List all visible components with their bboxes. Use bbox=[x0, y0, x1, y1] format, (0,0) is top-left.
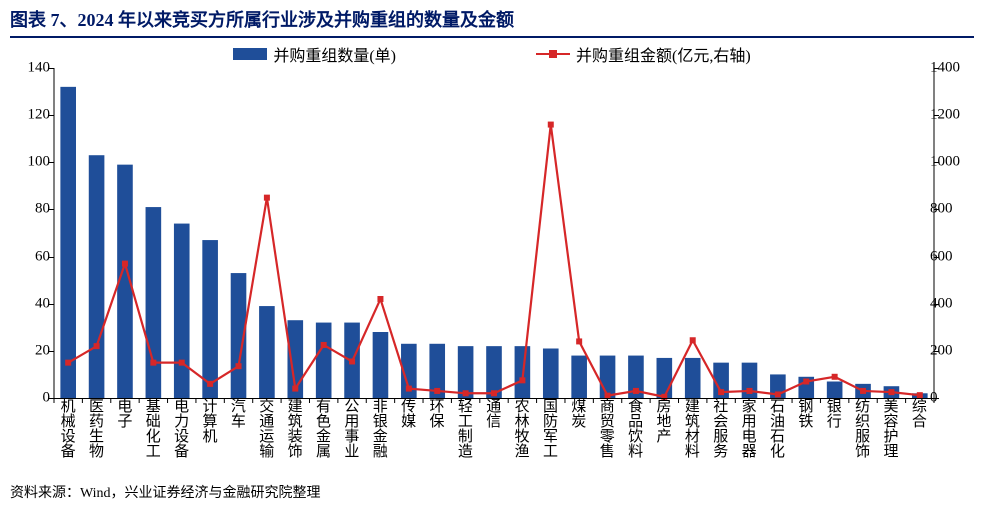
line-marker bbox=[65, 360, 71, 366]
x-label: 房地产 bbox=[650, 400, 678, 460]
line-marker bbox=[548, 122, 554, 128]
line-marker bbox=[321, 342, 327, 348]
line-marker bbox=[888, 389, 894, 395]
x-label: 环保 bbox=[423, 400, 451, 460]
line-marker bbox=[576, 338, 582, 344]
x-label: 医药生物 bbox=[82, 400, 110, 460]
line-marker bbox=[434, 388, 440, 394]
line-marker bbox=[491, 390, 497, 396]
x-label: 钢铁 bbox=[792, 400, 820, 460]
line-marker bbox=[718, 389, 724, 395]
legend-swatch-line bbox=[536, 53, 570, 55]
x-label: 汽车 bbox=[224, 400, 252, 460]
y-left-tick: 80 bbox=[10, 201, 50, 218]
x-label: 商贸零售 bbox=[593, 400, 621, 460]
y-left-tick: 100 bbox=[10, 154, 50, 171]
line-marker bbox=[377, 296, 383, 302]
legend-item-bar: 并购重组数量(单) bbox=[233, 42, 396, 66]
line-marker bbox=[207, 381, 213, 387]
y-axis-left: 020406080100120140 bbox=[10, 68, 50, 398]
x-label: 建筑装饰 bbox=[281, 400, 309, 460]
line-marker bbox=[406, 386, 412, 392]
x-label: 食品饮料 bbox=[622, 400, 650, 460]
line-marker bbox=[803, 379, 809, 385]
y-left-tick: 40 bbox=[10, 295, 50, 312]
y-left-tick: 60 bbox=[10, 248, 50, 265]
line-marker bbox=[463, 390, 469, 396]
y-left-tick: 0 bbox=[10, 390, 50, 407]
x-label: 石油石化 bbox=[763, 400, 791, 460]
line-marker bbox=[690, 337, 696, 343]
bar bbox=[89, 155, 105, 398]
line-marker bbox=[349, 358, 355, 364]
y-left-tick: 20 bbox=[10, 342, 50, 359]
title-bar: 图表 7、2024 年以来竞买方所属行业涉及并购重组的数量及金额 bbox=[0, 0, 984, 36]
bar bbox=[600, 356, 616, 398]
legend: 并购重组数量(单) 并购重组金额(亿元,右轴) bbox=[10, 42, 974, 66]
x-label: 机械设备 bbox=[54, 400, 82, 460]
x-label: 公用事业 bbox=[338, 400, 366, 460]
x-label: 交通运输 bbox=[253, 400, 281, 460]
line-marker bbox=[832, 374, 838, 380]
legend-item-line: 并购重组金额(亿元,右轴) bbox=[536, 42, 751, 66]
line-marker bbox=[292, 386, 298, 392]
plot-wrapper: 并购重组数量(单) 并购重组金额(亿元,右轴) 0 20 40 60 80 100 120 1… bbox=[10, 38, 974, 478]
bar bbox=[685, 358, 701, 398]
source-text: 资料来源：Wind，兴业证券经济与金融研究院整理 bbox=[10, 482, 321, 502]
x-label: 综合 bbox=[905, 400, 933, 460]
bar bbox=[174, 224, 190, 398]
x-label: 美容护理 bbox=[877, 400, 905, 460]
line-marker bbox=[122, 261, 128, 267]
line-marker bbox=[519, 377, 525, 383]
x-label: 基础化工 bbox=[139, 400, 167, 460]
x-label: 有色金属 bbox=[309, 400, 337, 460]
line-marker bbox=[633, 388, 639, 394]
line-marker bbox=[150, 360, 156, 366]
y-axis-right: 0200400600800100012001400 bbox=[930, 68, 974, 398]
legend-label-bar: 并购重组数量(单) bbox=[273, 42, 396, 66]
bar bbox=[373, 332, 389, 398]
bar bbox=[458, 346, 474, 398]
chart-svg bbox=[54, 68, 934, 398]
x-label: 社会服务 bbox=[707, 400, 735, 460]
line-marker bbox=[860, 388, 866, 394]
x-label: 煤炭 bbox=[565, 400, 593, 460]
chart-container: 图表 7、2024 年以来竞买方所属行业涉及并购重组的数量及金额 并购重组数量(… bbox=[0, 0, 984, 508]
bar bbox=[657, 358, 673, 398]
legend-swatch-bar bbox=[233, 48, 267, 60]
bar bbox=[316, 323, 332, 398]
bar bbox=[60, 87, 76, 398]
x-label: 银行 bbox=[820, 400, 848, 460]
x-label: 农林牧渔 bbox=[508, 400, 536, 460]
x-label: 通信 bbox=[480, 400, 508, 460]
line-marker bbox=[746, 388, 752, 394]
x-label: 电力设备 bbox=[168, 400, 196, 460]
x-label: 轻工制造 bbox=[451, 400, 479, 460]
bar bbox=[543, 349, 559, 399]
x-label: 计算机 bbox=[196, 400, 224, 460]
bar bbox=[827, 382, 843, 399]
bar bbox=[571, 356, 587, 398]
x-label: 非银金融 bbox=[366, 400, 394, 460]
y-left-tick: 140 bbox=[10, 60, 50, 77]
legend-label-line: 并购重组金额(亿元,右轴) bbox=[576, 42, 751, 66]
bar bbox=[146, 207, 162, 398]
x-label: 家用电器 bbox=[735, 400, 763, 460]
plot-area bbox=[54, 68, 934, 398]
x-label: 纺织服饰 bbox=[849, 400, 877, 460]
line-marker bbox=[775, 391, 781, 397]
y-left-tick: 120 bbox=[10, 107, 50, 124]
line-marker bbox=[236, 363, 242, 369]
bar bbox=[202, 240, 218, 398]
line-marker bbox=[179, 360, 185, 366]
x-label: 传媒 bbox=[395, 400, 423, 460]
line-marker bbox=[94, 343, 100, 349]
x-label: 建筑材料 bbox=[678, 400, 706, 460]
x-axis-labels: 机械设备医药生物电子基础化工电力设备计算机汽车交通运输建筑装饰有色金属公用事业非… bbox=[54, 400, 934, 460]
bar bbox=[259, 306, 275, 398]
line-marker bbox=[264, 195, 270, 201]
chart-title: 图表 7、2024 年以来竞买方所属行业涉及并购重组的数量及金额 bbox=[10, 6, 514, 32]
x-label: 电子 bbox=[111, 400, 139, 460]
x-label: 国防军工 bbox=[536, 400, 564, 460]
